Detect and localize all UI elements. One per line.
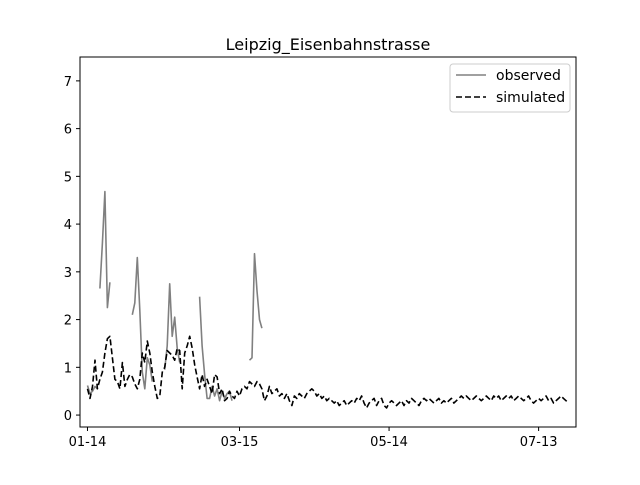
observed-line-segment-2 xyxy=(99,190,111,309)
simulated-line xyxy=(86,335,570,409)
y-tick-label: 1 xyxy=(64,361,72,376)
legend: observed simulated xyxy=(449,63,571,113)
observed-line-segment-4 xyxy=(163,283,181,370)
y-tick-label: 2 xyxy=(64,314,72,329)
observed-line-segment-1 xyxy=(86,385,98,395)
x-tick-label: 05-14 xyxy=(370,435,408,450)
observed-line-segment-6 xyxy=(248,252,263,361)
legend-simulated-label: simulated xyxy=(496,90,565,106)
axis-layer: 0 1 2 3 4 5 6 7 01-14 03-15 05-14 07-13 xyxy=(64,75,558,450)
series-layer xyxy=(86,190,570,409)
y-tick-label: 5 xyxy=(64,170,72,185)
y-tick-label: 0 xyxy=(64,409,72,424)
observed-line-segment-3 xyxy=(131,256,154,390)
y-tick-label: 6 xyxy=(64,123,72,138)
legend-box xyxy=(449,63,571,113)
x-tick-label: 03-15 xyxy=(221,435,259,450)
plot-frame xyxy=(79,56,577,428)
legend-observed-label: observed xyxy=(496,68,561,84)
y-tick-label: 4 xyxy=(64,218,72,233)
observed-line-segment-5 xyxy=(198,296,233,402)
y-tick-label: 7 xyxy=(64,75,72,90)
x-tick-label: 07-13 xyxy=(520,435,558,450)
x-tick-label: 01-14 xyxy=(69,435,107,450)
y-tick-label: 3 xyxy=(64,266,72,281)
chart-title: Leipzig_Eisenbahnstrasse xyxy=(226,35,431,55)
